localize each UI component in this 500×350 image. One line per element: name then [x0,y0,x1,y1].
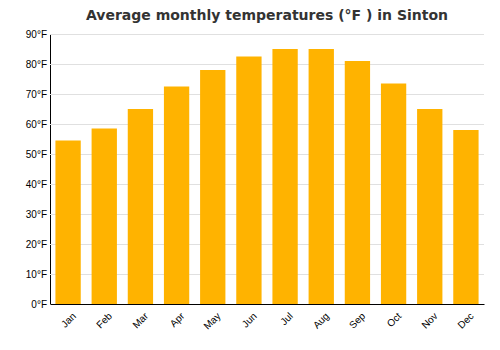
x-tick-label: Jan [59,310,78,329]
grid-line [50,64,484,65]
x-tick: Oct [385,310,404,329]
x-tick-label: Mar [130,310,150,330]
bar [55,141,80,305]
bar [417,109,442,304]
x-axis-line [51,304,485,305]
plot: 0°F 10°F 20°F 30°F 40°F 50°F 60°F 70°F 80°F 90°F J… [26,29,485,332]
y-tick-label: 80°F [26,59,47,70]
x-tick-label: Apr [168,310,187,329]
y-tick-label: 70°F [26,89,47,100]
chart: 0°F 10°F 20°F 30°F 40°F 50°F 60°F 70°F 80°F 90°F J… [0,0,500,350]
grid-line [50,94,484,95]
bar [164,87,189,305]
x-tick: Apr [168,310,187,329]
y-tick-label: 90°F [26,29,47,40]
x-tick: Nov [419,310,439,330]
y-tick-label: 0°F [31,299,47,310]
bar [453,130,478,304]
x-tick: Mar [130,310,150,330]
x-tick-label: Sep [347,310,368,331]
grid-line [50,34,484,35]
x-tick-label: Jul [278,310,295,327]
x-tick-label: Jun [240,310,259,329]
x-tick: Jun [240,310,259,329]
y-axis: 0°F 10°F 20°F 30°F 40°F 50°F 60°F 70°F 80°F 90°F [26,29,484,310]
y-tick-label: 60°F [26,119,47,130]
bar [345,61,370,304]
y-tick-label: 20°F [26,239,47,250]
y-tick: 90°F [26,29,484,40]
title: Average monthly temperatures (°F ) in Si… [86,7,448,23]
y-tick-label: 10°F [26,269,47,280]
bar [309,49,334,304]
grid-line [50,304,484,305]
y-tick-label: 30°F [26,209,47,220]
bar [381,84,406,305]
x-tick-label: Aug [311,310,331,330]
x-tick-label: Dec [455,310,475,330]
x-tick: Jul [278,310,295,327]
x-tick: Feb [94,310,114,330]
y-axis-line [50,35,51,305]
bar [236,57,261,305]
x-tick-label: Nov [419,310,439,330]
bar [128,109,153,304]
x-tick: Dec [455,310,475,330]
y-tick-label: 50°F [26,149,47,160]
bar [272,49,297,304]
x-tick: May [202,310,223,331]
bar [92,129,117,305]
x-tick-label: Oct [385,310,404,329]
x-tick: Sep [347,310,368,331]
bars [55,49,478,304]
x-axis: Jan Feb Mar Apr May Jun Jul Aug Sep Oct Nov Dec [51,305,485,332]
x-tick-label: May [202,310,223,331]
x-tick-label: Feb [94,310,114,330]
bar [200,70,225,304]
y-tick-label: 40°F [26,179,47,190]
x-tick: Aug [311,310,331,330]
x-tick: Jan [59,310,78,329]
